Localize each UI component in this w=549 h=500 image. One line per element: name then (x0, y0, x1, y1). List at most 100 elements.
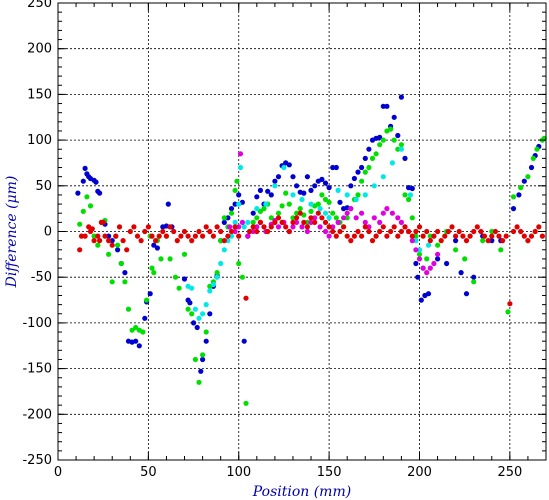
data-point (290, 224, 296, 230)
data-point (154, 245, 160, 251)
data-point (453, 233, 459, 239)
data-point (333, 215, 339, 221)
data-point (326, 233, 332, 239)
data-point (299, 224, 305, 230)
data-point (106, 251, 112, 257)
data-point (308, 219, 314, 225)
data-point (257, 208, 263, 214)
data-point (532, 228, 538, 235)
data-point (380, 210, 386, 216)
data-point (435, 251, 441, 257)
data-point (341, 215, 347, 221)
data-point (489, 238, 495, 244)
data-point (389, 160, 395, 166)
data-point (308, 208, 314, 214)
y-tick-label: 50 (35, 179, 52, 194)
data-point (191, 320, 197, 326)
y-tick-label: -150 (22, 362, 52, 377)
data-point (165, 201, 171, 207)
data-point (463, 291, 470, 297)
data-point (435, 228, 441, 235)
data-point (500, 238, 506, 244)
data-point (294, 219, 300, 225)
data-point (80, 178, 86, 184)
data-point (116, 224, 123, 230)
data-point (77, 221, 83, 227)
data-point (286, 162, 292, 168)
data-point (283, 190, 289, 196)
data-point (391, 137, 397, 143)
data-point (133, 324, 139, 331)
data-point (510, 206, 517, 212)
data-point (409, 215, 415, 221)
data-point (142, 315, 148, 321)
data-point (95, 233, 101, 239)
data-point (290, 174, 296, 180)
data-point (330, 228, 336, 235)
data-point (344, 215, 350, 221)
data-point (462, 256, 468, 262)
data-point (241, 338, 247, 344)
data-point (198, 368, 204, 374)
data-point (528, 233, 535, 239)
data-point (122, 279, 128, 285)
data-point (380, 224, 386, 230)
data-point (525, 174, 531, 180)
data-point (391, 114, 397, 120)
data-point (189, 311, 195, 317)
data-point (503, 233, 509, 239)
data-point (297, 206, 303, 212)
data-point (227, 224, 233, 230)
data-point (348, 238, 354, 244)
data-point (77, 247, 83, 253)
data-point (290, 219, 296, 225)
data-point (297, 210, 303, 216)
data-point (221, 247, 227, 253)
data-point (435, 256, 441, 262)
data-point (389, 210, 395, 216)
data-point (203, 302, 209, 308)
data-point (279, 203, 285, 209)
data-point (151, 270, 157, 276)
data-point (516, 192, 522, 198)
data-point (330, 164, 336, 171)
data-point (275, 215, 282, 221)
data-point (214, 224, 220, 230)
data-point (228, 206, 235, 212)
data-point (192, 356, 198, 363)
data-point (319, 192, 325, 198)
data-point (261, 224, 267, 230)
data-point (243, 400, 249, 406)
data-point (181, 228, 188, 235)
data-point (359, 164, 365, 171)
data-point (261, 206, 267, 212)
data-point (237, 151, 244, 157)
data-point (221, 219, 227, 225)
data-point (304, 224, 310, 230)
data-point (510, 194, 517, 200)
data-point (521, 178, 527, 184)
data-point (272, 183, 278, 189)
data-point (87, 203, 94, 209)
data-point (326, 199, 332, 205)
data-point (241, 224, 247, 230)
data-point (362, 192, 368, 198)
data-point (106, 233, 112, 239)
data-point (420, 233, 426, 239)
data-point (402, 155, 408, 161)
data-point (424, 228, 430, 235)
data-point (366, 164, 372, 171)
data-point (167, 224, 173, 230)
data-point (109, 238, 115, 244)
data-point (125, 306, 132, 312)
data-point (409, 233, 415, 239)
data-point (174, 238, 180, 244)
data-point (478, 228, 484, 235)
data-point (218, 260, 224, 267)
data-point (326, 185, 332, 191)
x-tick-label: 100 (226, 465, 251, 480)
x-axis-title: Position (mm) (252, 484, 351, 500)
data-point (232, 219, 238, 225)
data-point (319, 215, 325, 221)
data-point (377, 142, 383, 148)
